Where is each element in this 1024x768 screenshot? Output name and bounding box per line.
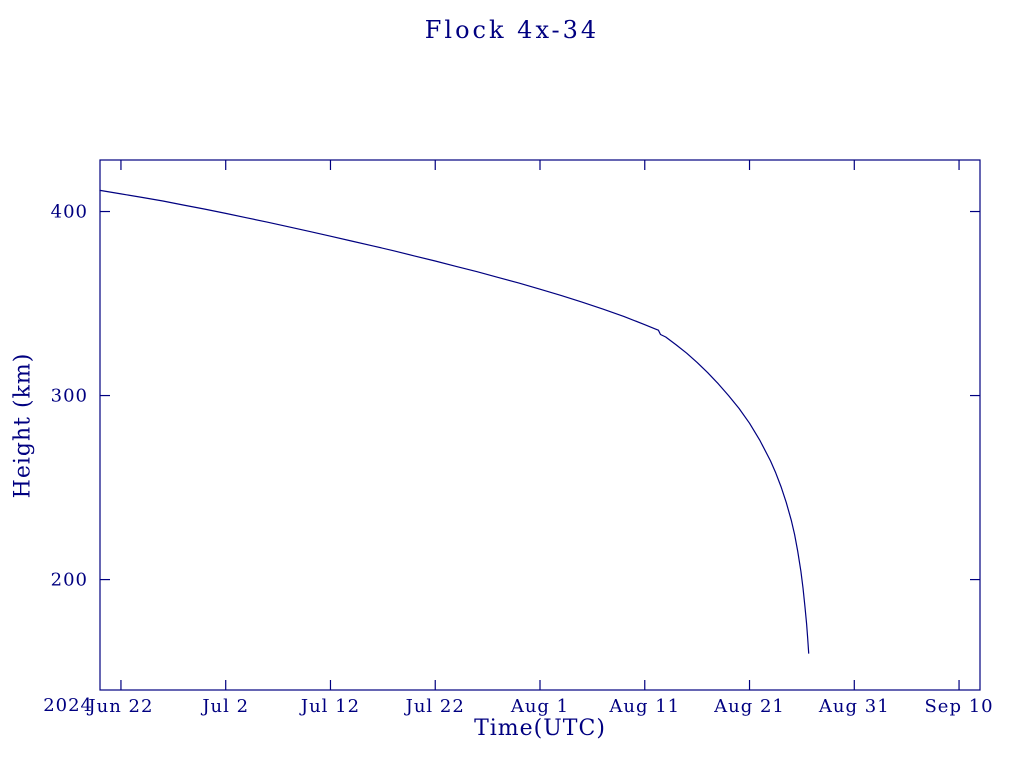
- x-tick-label: Jul 2: [200, 696, 249, 717]
- y-axis-label: Height (km): [10, 352, 36, 498]
- x-tick-label: Jun 22: [86, 696, 153, 717]
- x-axis-year-label: 2024: [43, 695, 93, 716]
- x-tick-label: Aug 1: [510, 696, 569, 717]
- y-tick-label: 300: [51, 386, 88, 407]
- x-tick-label: Aug 31: [818, 696, 890, 717]
- y-tick-label: 200: [51, 570, 88, 591]
- x-tick-label: Aug 21: [713, 696, 785, 717]
- x-tick-label: Jul 22: [404, 696, 465, 717]
- x-tick-label: Sep 10: [924, 696, 993, 717]
- x-axis-label: Time(UTC): [474, 716, 606, 741]
- chart-title: Flock 4x-34: [424, 16, 600, 44]
- y-axis-label-wrap: Height (km): [0, 160, 46, 690]
- decay-curve: [99, 189, 810, 654]
- y-tick-label: 400: [51, 202, 88, 223]
- x-tick-label: Jul 12: [299, 696, 360, 717]
- x-tick-label: Aug 11: [608, 696, 680, 717]
- plot-border: [99, 159, 981, 691]
